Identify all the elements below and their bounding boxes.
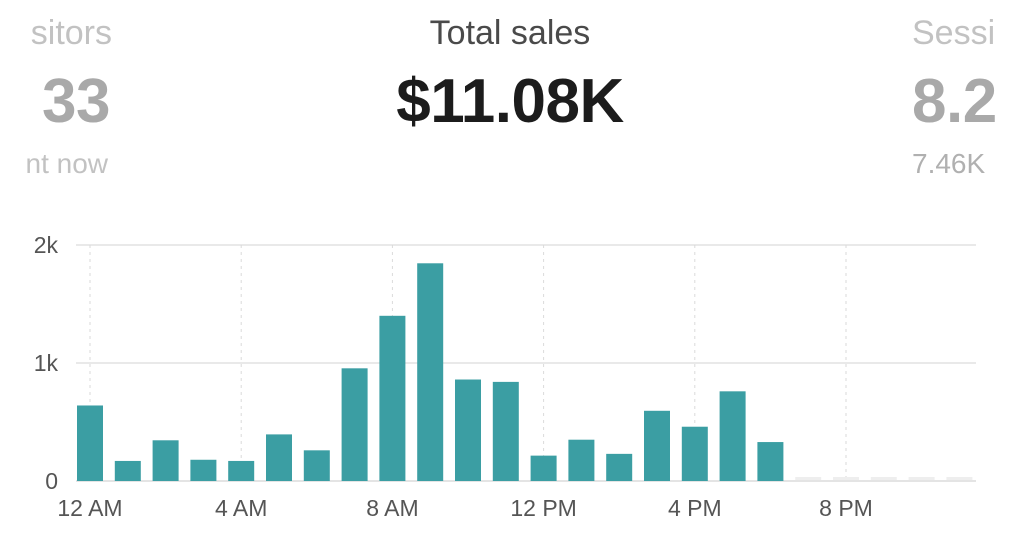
x-tick-label: 4 PM — [668, 495, 722, 521]
bar-empty[interactable] — [870, 477, 897, 480]
y-tick-label: 0 — [45, 468, 58, 494]
stat-subtext: 7.46K — [912, 148, 986, 179]
bar[interactable]: 1 PM: 350 — [568, 439, 595, 481]
bar-empty[interactable] — [908, 477, 935, 480]
stats-row: sitors 33 nt now Total sales $11.08K Ses… — [0, 0, 1016, 200]
label-layer: 0 1k 2k 12 AM 4 AM 8 AM 12 PM 4 PM 8 PM — [34, 232, 873, 521]
bar[interactable]: 12 PM: 215 — [530, 455, 557, 481]
x-tick-label: 4 AM — [215, 495, 267, 521]
bar[interactable]: 12 AM: 640 — [77, 405, 103, 481]
y-tick-label: 2k — [34, 232, 59, 258]
stat-sessions[interactable]: Sessi 8.2 7.46K — [906, 0, 1000, 200]
x-tick-label: 8 AM — [366, 495, 418, 521]
bar[interactable]: 3 AM: 180 — [190, 459, 217, 481]
bar[interactable]: 5 PM: 760 — [719, 391, 746, 481]
bar[interactable]: 1 AM: 170 — [114, 460, 141, 481]
bar[interactable]: 11 AM: 840 — [492, 381, 519, 481]
x-tick-label: 8 PM — [819, 495, 873, 521]
bar[interactable]: 5 AM: 395 — [266, 434, 292, 481]
bar[interactable]: 4 PM: 460 — [681, 426, 708, 481]
grid-layer — [76, 244, 976, 482]
stat-visitors-right-now[interactable]: sitors 33 nt now — [0, 0, 113, 200]
stat-value: $11.08K — [396, 67, 624, 136]
bar[interactable]: 6 PM: 330 — [757, 442, 784, 481]
bar-empty[interactable] — [795, 477, 822, 480]
y-tick-label: 1k — [34, 350, 59, 376]
bar[interactable]: 3 PM: 595 — [644, 410, 670, 481]
stat-label: sitors — [30, 14, 112, 52]
bar[interactable]: 10 AM: 860 — [455, 379, 481, 481]
x-tick-label: 12 PM — [510, 495, 576, 521]
stat-label: Total sales — [429, 14, 591, 52]
bar[interactable]: 9 AM: 1845 — [417, 263, 444, 481]
bar[interactable]: 2 PM: 230 — [606, 453, 633, 481]
stat-value: 33 — [42, 67, 110, 136]
bar[interactable]: 6 AM: 260 — [303, 450, 330, 481]
bar[interactable]: 8 AM: 1400 — [379, 315, 406, 481]
stat-total-sales[interactable]: Total sales $11.08K — [0, 0, 1016, 200]
bar[interactable]: 2 AM: 345 — [152, 440, 179, 481]
bar[interactable]: 7 AM: 955 — [341, 368, 368, 481]
bar-empty[interactable] — [946, 477, 973, 480]
bar-layer[interactable]: 12 AM: 640 1 AM: 170 2 AM: 345 3 AM: 180 4 A… — [77, 263, 973, 481]
stat-label: Sessi — [912, 14, 996, 52]
x-tick-label: 12 AM — [57, 495, 122, 521]
stat-subtext: nt now — [25, 148, 109, 179]
stat-value: 8.2 — [912, 67, 997, 136]
bar-empty[interactable] — [833, 477, 859, 480]
bar[interactable]: 4 AM: 170 — [228, 460, 255, 481]
